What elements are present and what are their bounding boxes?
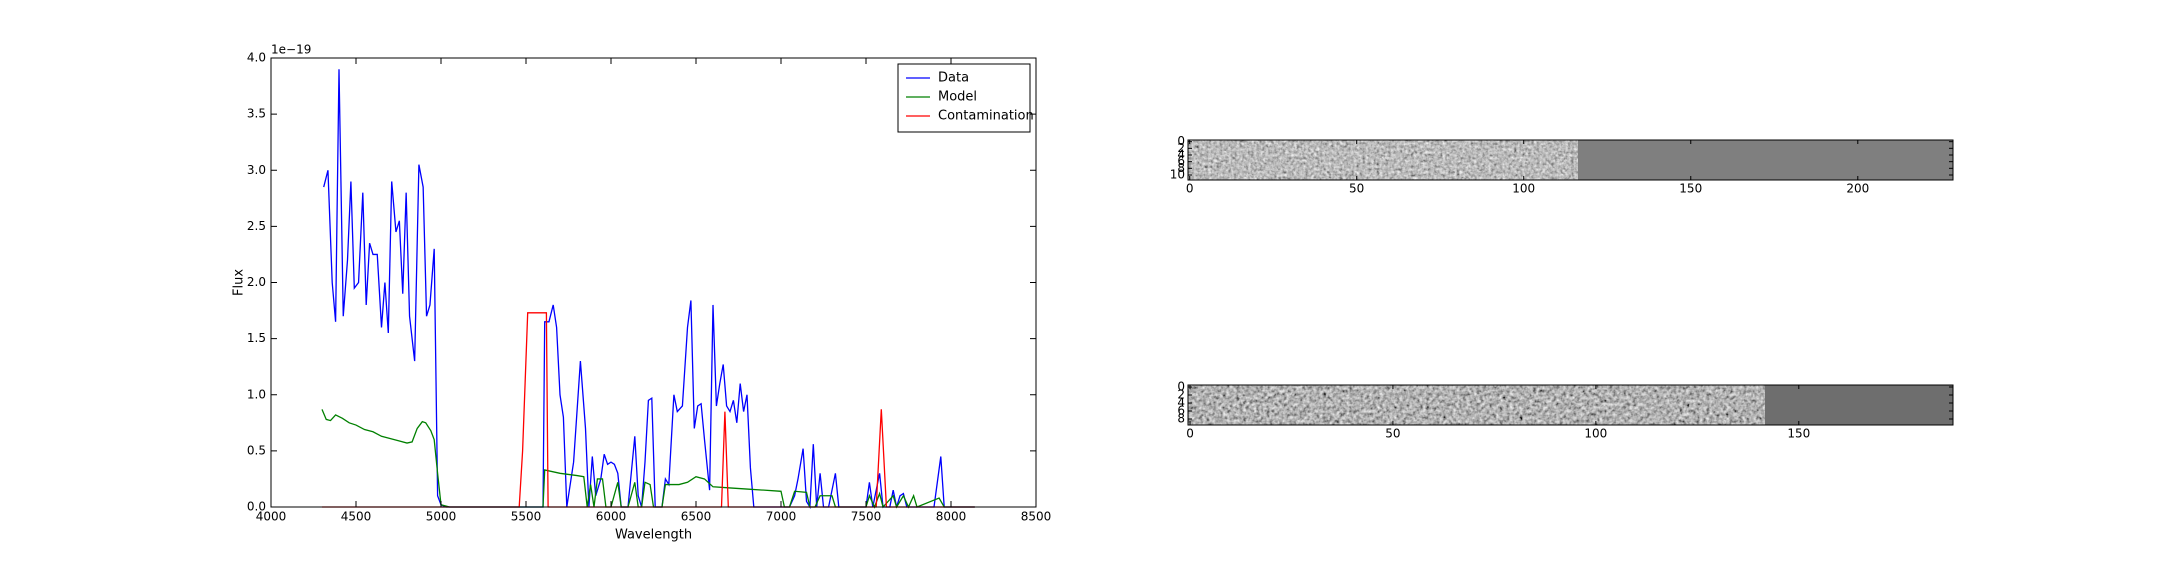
legend-label: Contamination (938, 109, 1034, 124)
x-tick-label: 6000 (596, 510, 627, 524)
image-panel-top (1187, 139, 1954, 181)
image-pixels (1188, 140, 1578, 180)
x-axis-label: Wavelength (615, 528, 692, 543)
x-tick-label: 5000 (426, 510, 457, 524)
y-tick-label: 1.5 (247, 331, 266, 345)
x-tick-label: 4500 (341, 510, 372, 524)
y-tick-label: 2 (1177, 388, 1185, 402)
y-tick-label: 3.0 (247, 163, 266, 177)
y-tick-label: 2.0 (247, 275, 266, 289)
x-tick-label: 100 (1512, 182, 1535, 196)
x-tick-label: 0 (1186, 182, 1194, 196)
x-tick-label: 7500 (851, 510, 882, 524)
image-frame (1187, 384, 1954, 426)
x-tick-label: 4000 (256, 510, 287, 524)
x-tick-label: 150 (1787, 427, 1810, 441)
y-tick-label: 6 (1177, 154, 1185, 168)
x-tick-label: 6500 (681, 510, 712, 524)
x-tick-label: 8000 (936, 510, 967, 524)
legend-box (897, 63, 1031, 133)
x-tick-label: 50 (1349, 182, 1364, 196)
y-tick-label: 4 (1177, 148, 1185, 162)
y-tick-label: 2.5 (247, 219, 266, 233)
image-pixels (1188, 385, 1765, 425)
y-tick-label: 1.0 (247, 387, 266, 401)
y-tick-label: 4 (1177, 396, 1185, 410)
y-tick-label: 4.0 (247, 51, 266, 65)
x-tick-label: 0 (1186, 427, 1194, 441)
y-tick-label: 0.0 (247, 500, 266, 514)
y-offset-label: 1e−19 (271, 43, 311, 57)
x-tick-label: 50 (1385, 427, 1400, 441)
image-pixels (1578, 140, 1953, 180)
y-tick-label: 0 (1177, 134, 1185, 148)
y-axis-label: Flux (232, 269, 247, 296)
image-pixels (1765, 385, 1953, 425)
x-tick-label: 100 (1584, 427, 1607, 441)
x-tick-label: 150 (1679, 182, 1702, 196)
x-tick-label: 5500 (511, 510, 542, 524)
image-frame (1187, 139, 1954, 181)
y-tick-label: 6 (1177, 404, 1185, 418)
legend-label: Model (938, 90, 977, 105)
x-tick-label: 200 (1846, 182, 1869, 196)
y-tick-label: 2 (1177, 141, 1185, 155)
data-line (323, 69, 975, 510)
x-tick-label: 8500 (1021, 510, 1052, 524)
y-tick-label: 10 (1170, 168, 1185, 182)
image-panel-bottom (1187, 384, 1954, 426)
y-tick-label: 8 (1177, 161, 1185, 175)
y-tick-label: 0 (1177, 380, 1185, 394)
y-tick-label: 3.5 (247, 107, 266, 121)
y-tick-label: 0.5 (247, 443, 266, 457)
x-tick-label: 7000 (766, 510, 797, 524)
legend-label: Data (938, 71, 969, 86)
y-tick-label: 8 (1177, 412, 1185, 426)
